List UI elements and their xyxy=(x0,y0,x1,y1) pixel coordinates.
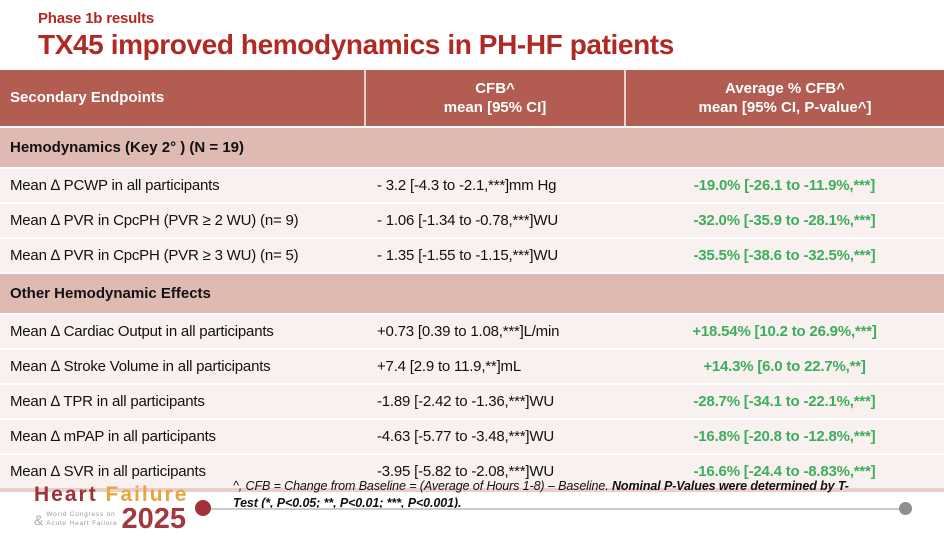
table-row: Mean ∆ TPR in all participants -1.89 [-2.… xyxy=(0,384,944,420)
ampersand-icon: & xyxy=(34,511,44,528)
cfb-cell: +0.73 [0.39 to 1.08,***]L/min xyxy=(365,314,625,350)
table-row: Mean ∆ PVR in CpcPH (PVR ≥ 2 WU) (n= 9) -… xyxy=(0,203,944,239)
cfb-cell: -4.63 [-5.77 to -3.48,***]WU xyxy=(365,419,625,455)
table-row: Mean ∆ PCWP in all participants - 3.2 [-4… xyxy=(0,168,944,204)
cfb-cell: +7.4 [2.9 to 11.9,**]mL xyxy=(365,349,625,385)
col-header-avg-pct-cfb-line2: mean [95% CI, P-value^] xyxy=(698,99,872,116)
endpoint-cell: Mean ∆ mPAP in all participants xyxy=(0,419,365,455)
cfb-cell: -3.95 [-5.82 to -2.08,***]WU xyxy=(365,454,625,491)
endpoint-cell: Mean ∆ TPR in all participants xyxy=(0,384,365,420)
endpoint-cell: Mean ∆ PCWP in all participants xyxy=(0,168,365,204)
avg-pct-cfb-cell: -19.0% [-26.1 to -11.9%,***] xyxy=(625,168,944,204)
heart-failure-2025-logo: Heart Failure & World Congress on Acute … xyxy=(34,484,188,535)
footnote-bold: Nominal P-Values were determined by T-Te… xyxy=(233,479,849,510)
logo-subtitle-line2: Acute Heart Failure xyxy=(46,519,118,527)
kicker: Phase 1b results xyxy=(38,10,155,27)
col-header-cfb-line1: CFB^ xyxy=(475,79,515,97)
table-row: Mean ∆ Cardiac Output in all participant… xyxy=(0,314,944,350)
logo-subtitle-line1: World Congress on xyxy=(46,511,116,519)
page-title: TX45 improved hemodynamics in PH-HF pati… xyxy=(38,29,674,60)
avg-pct-cfb-cell: +18.54% [10.2 to 26.9%,***] xyxy=(625,314,944,350)
col-header-avg-pct-cfb-line1: Average % CFB^ xyxy=(725,79,845,97)
endpoint-cell: Mean ∆ PVR in CpcPH (PVR ≥ 3 WU) (n= 5) xyxy=(0,238,365,274)
cfb-cell: -1.89 [-2.42 to -1.36,***]WU xyxy=(365,384,625,420)
table-body: Hemodynamics (Key 2° ) (N = 19) Mean ∆ PC… xyxy=(0,127,944,491)
section-row: Other Hemodynamic Effects xyxy=(0,273,944,315)
section-label: Hemodynamics (Key 2° ) (N = 19) xyxy=(0,127,944,169)
logo-word-failure: Failure xyxy=(105,483,189,506)
col-header-secondary-endpoints: Secondary Endpoints xyxy=(0,70,365,128)
col-header-cfb: CFB^ mean [95% CI] xyxy=(364,70,625,128)
col-header-avg-pct-cfb: Average % CFB^ mean [95% CI, P-value^] xyxy=(624,70,944,128)
cfb-cell: - 1.06 [-1.34 to -0.78,***]WU xyxy=(365,203,625,239)
avg-pct-cfb-cell: -16.6% [-24.4 to -8.83%,***] xyxy=(625,454,944,491)
logo-wordmark: Heart Failure xyxy=(34,484,188,505)
avg-pct-cfb-cell: -28.7% [-34.1 to -22.1%,***] xyxy=(625,384,944,420)
col-header-cfb-line2: mean [95% CI] xyxy=(443,99,547,116)
logo-word-heart: Heart xyxy=(34,483,98,506)
avg-pct-cfb-cell: -35.5% [-38.6 to -32.5%,***] xyxy=(625,238,944,274)
endpoint-cell: Mean ∆ SVR in all participants xyxy=(0,454,365,491)
results-table: Secondary Endpoints CFB^ mean [95% CI] A… xyxy=(0,70,944,492)
table-row: Mean ∆ mPAP in all participants -4.63 [-5… xyxy=(0,419,944,455)
gray-dot-icon xyxy=(899,502,912,515)
logo-subrow: & World Congress on Acute Heart Failure … xyxy=(34,503,188,535)
divider-line xyxy=(205,508,905,510)
footnote-regular: ^, CFB = Change from Baseline = (Average… xyxy=(233,479,612,493)
red-dot-icon xyxy=(195,500,211,516)
table-header-row: Secondary Endpoints CFB^ mean [95% CI] A… xyxy=(0,70,944,128)
table-row: Mean ∆ PVR in CpcPH (PVR ≥ 3 WU) (n= 5) -… xyxy=(0,238,944,274)
avg-pct-cfb-cell: -32.0% [-35.9 to -28.1%,***] xyxy=(625,203,944,239)
endpoint-cell: Mean ∆ Cardiac Output in all participant… xyxy=(0,314,365,350)
cfb-cell: - 3.2 [-4.3 to -2.1,***]mm Hg xyxy=(365,168,625,204)
endpoint-cell: Mean ∆ Stroke Volume in all participants xyxy=(0,349,365,385)
title-block: Phase 1b results TX45 improved hemodynam… xyxy=(0,0,944,70)
table-row: Mean ∆ SVR in all participants -3.95 [-5.… xyxy=(0,454,944,491)
section-label: Other Hemodynamic Effects xyxy=(0,273,944,315)
section-row: Hemodynamics (Key 2° ) (N = 19) xyxy=(0,127,944,169)
avg-pct-cfb-cell: +14.3% [6.0 to 22.7%,**] xyxy=(625,349,944,385)
endpoint-cell: Mean ∆ PVR in CpcPH (PVR ≥ 2 WU) (n= 9) xyxy=(0,203,365,239)
logo-year: 2025 xyxy=(121,503,187,535)
footnote: ^, CFB = Change from Baseline = (Average… xyxy=(233,478,865,511)
cfb-cell: - 1.35 [-1.55 to -1.15,***]WU xyxy=(365,238,625,274)
table-row: Mean ∆ Stroke Volume in all participants… xyxy=(0,349,944,385)
avg-pct-cfb-cell: -16.8% [-20.8 to -12.8%,***] xyxy=(625,419,944,455)
logo-subtitle: World Congress on Acute Heart Failure xyxy=(46,511,117,528)
